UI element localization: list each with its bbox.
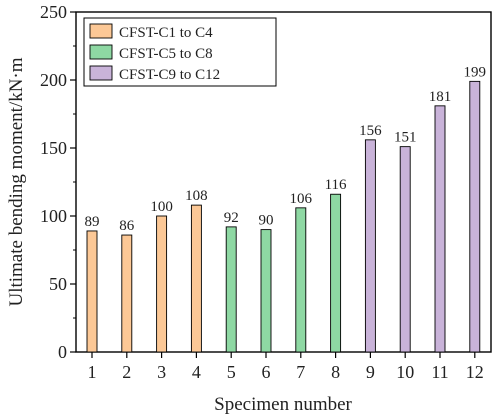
bar bbox=[260, 229, 272, 353]
legend-swatch bbox=[89, 44, 113, 60]
bar bbox=[121, 234, 133, 353]
data-label: 106 bbox=[290, 191, 313, 207]
bar bbox=[364, 139, 376, 353]
x-tick-label: 11 bbox=[431, 362, 448, 382]
bar bbox=[86, 230, 98, 353]
data-label: 89 bbox=[85, 214, 100, 230]
y-axis: 0 50 100 150 200 250 bbox=[40, 2, 76, 362]
y-tick-label: 100 bbox=[40, 206, 67, 226]
data-label: 86 bbox=[119, 218, 135, 234]
bar bbox=[330, 193, 342, 353]
x-tick-label: 2 bbox=[122, 362, 131, 382]
legend-label: CFST-C9 to C12 bbox=[119, 67, 220, 83]
legend-label: CFST-C5 to C8 bbox=[119, 46, 213, 62]
y-tick-label: 200 bbox=[40, 70, 67, 90]
x-tick-label: 6 bbox=[262, 362, 271, 382]
y-tick-label: 50 bbox=[49, 274, 67, 294]
x-axis-title: Specimen number bbox=[214, 394, 352, 415]
bar bbox=[434, 105, 446, 353]
x-tick-label: 1 bbox=[88, 362, 97, 382]
bars bbox=[86, 80, 481, 353]
legend: CFST-C1 to C4 CFST-C5 to C8 CFST-C9 to C12 bbox=[83, 17, 277, 87]
data-label: 116 bbox=[325, 177, 347, 193]
x-tick-label: 8 bbox=[331, 362, 340, 382]
y-tick-label: 0 bbox=[58, 342, 67, 362]
legend-box bbox=[83, 17, 277, 87]
data-label: 156 bbox=[359, 123, 382, 139]
bar bbox=[190, 204, 202, 353]
data-label: 90 bbox=[259, 213, 274, 229]
x-tick-label: 5 bbox=[227, 362, 236, 382]
x-tick-label: 3 bbox=[157, 362, 166, 382]
x-tick-label: 10 bbox=[396, 362, 414, 382]
x-tick-label: 7 bbox=[296, 362, 305, 382]
y-tick-label: 150 bbox=[40, 138, 67, 158]
y-axis-title: Ultimate bending moment/kN·m bbox=[6, 57, 27, 306]
legend-swatch bbox=[89, 23, 113, 39]
data-label: 199 bbox=[464, 64, 487, 80]
x-tick-label: 4 bbox=[192, 362, 201, 382]
legend-label: CFST-C1 to C4 bbox=[119, 25, 213, 41]
bar bbox=[295, 207, 307, 353]
y-tick-label: 250 bbox=[40, 2, 67, 22]
bar bbox=[469, 80, 481, 353]
x-tick-label: 9 bbox=[366, 362, 375, 382]
x-tick-label: 12 bbox=[466, 362, 484, 382]
bar bbox=[156, 215, 168, 353]
data-labels: 89 86 100 108 92 90 106 116 156 151 181 199 bbox=[85, 64, 487, 234]
bar bbox=[225, 226, 237, 353]
data-label: 181 bbox=[429, 89, 452, 105]
bar bbox=[399, 146, 411, 353]
data-label: 108 bbox=[185, 188, 208, 204]
data-label: 100 bbox=[150, 199, 173, 215]
data-label: 92 bbox=[224, 210, 239, 226]
legend-swatch bbox=[89, 65, 113, 81]
x-axis: 1 2 3 4 5 6 7 8 9 10 11 12 bbox=[88, 352, 484, 382]
data-label: 151 bbox=[394, 130, 417, 146]
